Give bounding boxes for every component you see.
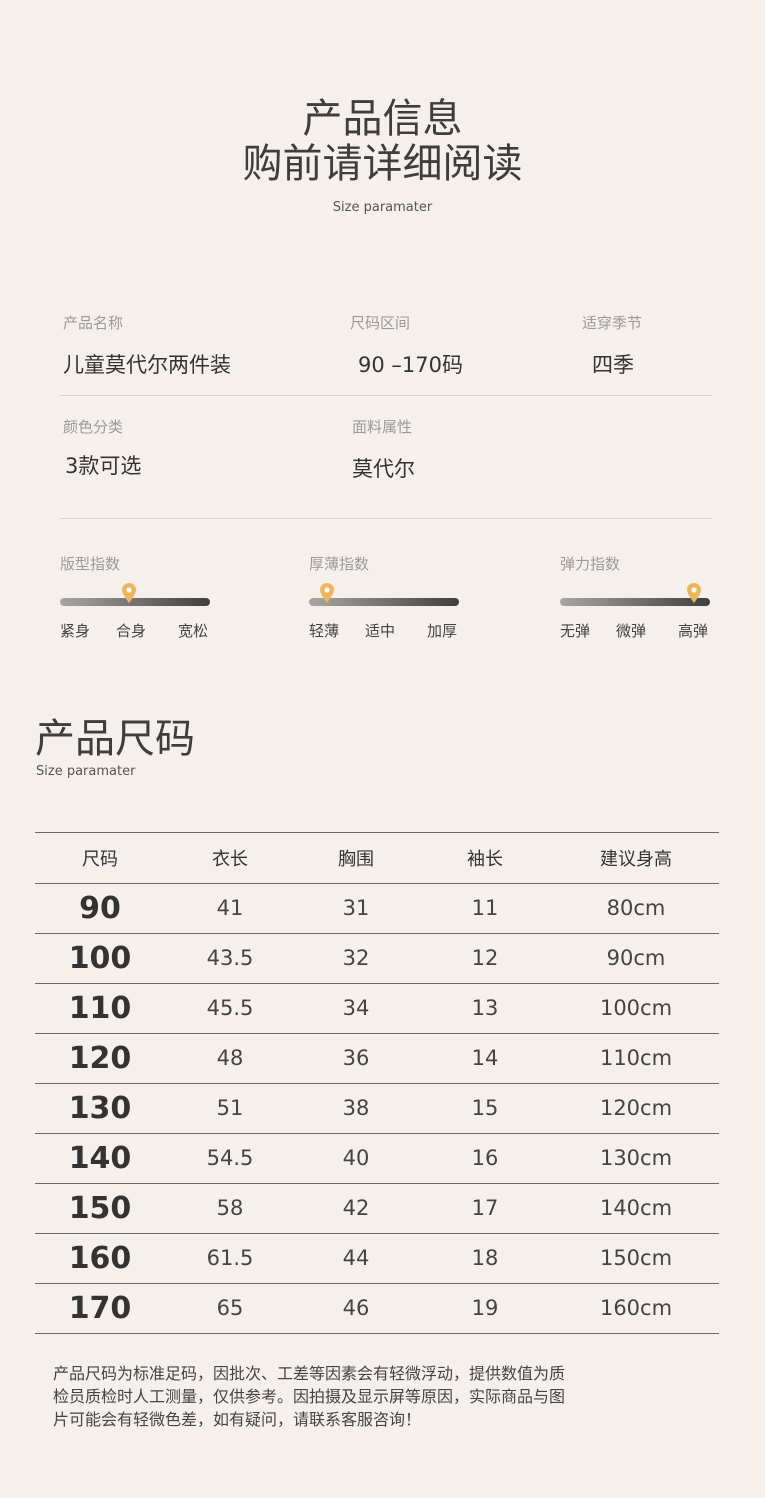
- table-cell: 17: [417, 1183, 553, 1234]
- table-cell: 12: [417, 933, 553, 984]
- column-header: 尺码: [35, 833, 165, 884]
- index-tick-label: 轻薄: [309, 622, 340, 640]
- column-header: 建议身高: [553, 833, 719, 884]
- info-label: 颜色分类: [63, 418, 124, 436]
- size-cell: 100: [35, 933, 165, 984]
- table-cell: 110cm: [553, 1033, 719, 1084]
- divider: [60, 518, 712, 519]
- table-header-row: 尺码 衣长 胸围 袖长 建议身高: [35, 833, 719, 884]
- size-cell: 170: [35, 1283, 165, 1334]
- column-header: 袖长: [417, 833, 553, 884]
- location-pin-icon: [320, 583, 334, 603]
- index-tick-label: 紧身: [60, 622, 91, 640]
- index-label: 厚薄指数: [309, 555, 370, 573]
- table-cell: 120cm: [553, 1083, 719, 1134]
- table-cell: 11: [417, 883, 553, 934]
- index-label: 弹力指数: [560, 555, 621, 573]
- table-cell: 40: [295, 1133, 417, 1184]
- table-cell: 65: [165, 1283, 295, 1334]
- info-value: 莫代尔: [352, 457, 415, 481]
- location-pin-icon: [122, 583, 136, 603]
- table-cell: 16: [417, 1133, 553, 1184]
- info-value: 90 –170码: [358, 353, 463, 377]
- size-cell: 120: [35, 1033, 165, 1084]
- index-slider: [309, 583, 459, 606]
- index-label: 版型指数: [60, 555, 121, 573]
- size-cell: 130: [35, 1083, 165, 1134]
- table-row: 110 45.5 34 13 100cm: [35, 983, 719, 1034]
- index-slider: [560, 583, 710, 606]
- table-cell: 140cm: [553, 1183, 719, 1234]
- table-cell: 58: [165, 1183, 295, 1234]
- table-row: 100 43.5 32 12 90cm: [35, 933, 719, 984]
- table-cell: 14: [417, 1033, 553, 1084]
- index-tick-label: 宽松: [178, 622, 209, 640]
- divider: [60, 395, 712, 396]
- table-cell: 45.5: [165, 983, 295, 1034]
- table-row: 170 65 46 19 160cm: [35, 1283, 719, 1334]
- info-label: 产品名称: [63, 314, 124, 332]
- index-tick-label: 高弹: [678, 622, 709, 640]
- table-row: 130 51 38 15 120cm: [35, 1083, 719, 1134]
- disclaimer-note: 产品尺码为标准足码，因批次、工差等因素会有轻微浮动，提供数值为质检员质检时人工测…: [53, 1364, 566, 1429]
- table-cell: 61.5: [165, 1233, 295, 1284]
- table-cell: 41: [165, 883, 295, 934]
- table-cell: 48: [165, 1033, 295, 1084]
- size-section-subtitle: Size paramater: [36, 764, 136, 779]
- table-cell: 13: [417, 983, 553, 1034]
- size-cell: 90: [35, 883, 165, 934]
- table-cell: 43.5: [165, 933, 295, 984]
- table-cell: 90cm: [553, 933, 719, 984]
- info-value: 四季: [592, 353, 634, 377]
- table-cell: 31: [295, 883, 417, 934]
- size-cell: 110: [35, 983, 165, 1034]
- table-cell: 80cm: [553, 883, 719, 934]
- size-section-title: 产品尺码: [35, 716, 195, 762]
- table-cell: 42: [295, 1183, 417, 1234]
- page-subtitle: Size paramater: [332, 200, 433, 215]
- page-title-line2: 购前请详细阅读: [242, 141, 523, 187]
- table-row: 120 48 36 14 110cm: [35, 1033, 719, 1084]
- location-pin-icon: [686, 583, 701, 603]
- info-label: 面料属性: [352, 418, 413, 436]
- table-cell: 15: [417, 1083, 553, 1134]
- size-cell: 140: [35, 1133, 165, 1184]
- table-cell: 18: [417, 1233, 553, 1284]
- column-header: 胸围: [295, 833, 417, 884]
- info-value: 儿童莫代尔两件装: [63, 353, 231, 377]
- index-tick-label: 微弹: [616, 622, 647, 640]
- table-cell: 44: [295, 1233, 417, 1284]
- column-header: 衣长: [165, 833, 295, 884]
- size-cell: 160: [35, 1233, 165, 1284]
- table-cell: 34: [295, 983, 417, 1034]
- index-tick-label: 无弹: [560, 622, 591, 640]
- page-title-line1: 产品信息: [302, 96, 463, 142]
- info-label: 适穿季节: [582, 314, 643, 332]
- table-cell: 150cm: [553, 1233, 719, 1284]
- table-cell: 100cm: [553, 983, 719, 1034]
- index-tick-label: 加厚: [427, 622, 458, 640]
- info-value: 3款可选: [65, 454, 142, 478]
- size-table: 尺码 衣长 胸围 袖长 建议身高 90 41 31 11 80cm 100 43.5 32 12 90cm…: [35, 832, 719, 1334]
- table-cell: 36: [295, 1033, 417, 1084]
- table-cell: 51: [165, 1083, 295, 1134]
- index-tick-label: 合身: [116, 622, 147, 640]
- table-row: 150 58 42 17 140cm: [35, 1183, 719, 1234]
- table-cell: 46: [295, 1283, 417, 1334]
- table-row: 90 41 31 11 80cm: [35, 883, 719, 934]
- table-cell: 32: [295, 933, 417, 984]
- table-row: 140 54.5 40 16 130cm: [35, 1133, 719, 1184]
- table-cell: 38: [295, 1083, 417, 1134]
- table-cell: 54.5: [165, 1133, 295, 1184]
- table-row: 160 61.5 44 18 150cm: [35, 1233, 719, 1284]
- table-cell: 19: [417, 1283, 553, 1334]
- table-cell: 130cm: [553, 1133, 719, 1184]
- info-label: 尺码区间: [350, 314, 411, 332]
- table-cell: 160cm: [553, 1283, 719, 1334]
- index-slider: [60, 583, 210, 606]
- index-tick-label: 适中: [365, 622, 396, 640]
- size-cell: 150: [35, 1183, 165, 1234]
